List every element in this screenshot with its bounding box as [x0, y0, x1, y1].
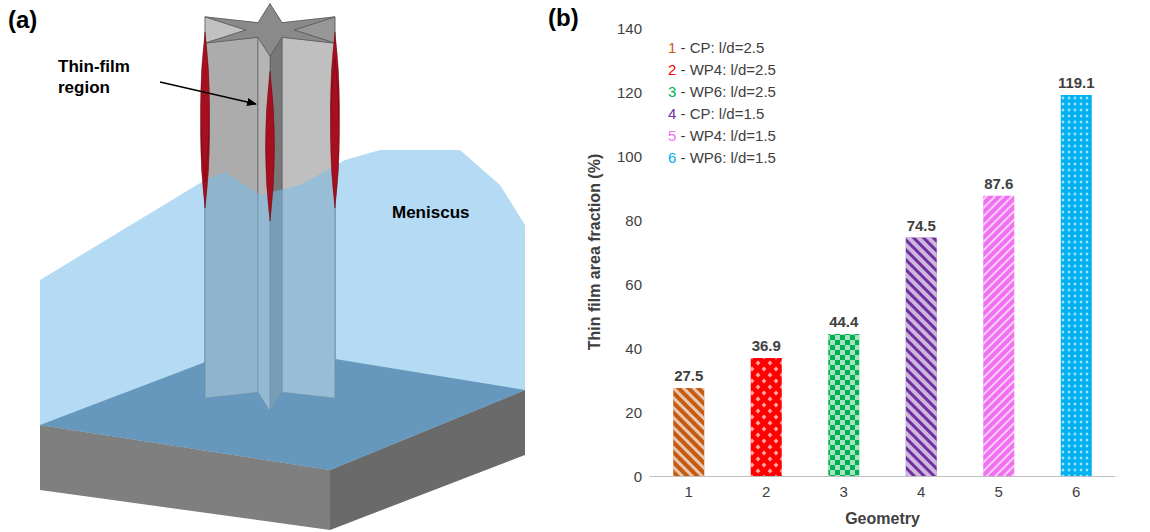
svg-text:- WP6: l/d=1.5: - WP6: l/d=1.5	[676, 149, 776, 166]
svg-text:- WP4: l/d=1.5: - WP4: l/d=1.5	[676, 127, 776, 144]
svg-text:3: 3	[668, 83, 676, 100]
svg-text:- CP: l/d=2.5: - CP: l/d=2.5	[676, 39, 764, 56]
svg-text:100: 100	[617, 148, 642, 165]
svg-text:5: 5	[995, 483, 1003, 500]
svg-text:(a): (a)	[8, 6, 37, 33]
svg-text:- WP6: l/d=2.5: - WP6: l/d=2.5	[676, 83, 776, 100]
svg-text:4: 4	[668, 105, 676, 122]
svg-text:2: 2	[668, 61, 676, 78]
svg-text:- WP4: l/d=2.5: - WP4: l/d=2.5	[676, 61, 776, 78]
svg-text:27.5: 27.5	[674, 367, 703, 384]
svg-text:36.9: 36.9	[752, 337, 781, 354]
svg-text:1: 1	[685, 483, 693, 500]
svg-text:120: 120	[617, 84, 642, 101]
svg-text:44.4: 44.4	[829, 313, 859, 330]
svg-text:60: 60	[625, 276, 642, 293]
svg-text:4: 4	[917, 483, 925, 500]
svg-text:87.6: 87.6	[984, 175, 1013, 192]
svg-text:1: 1	[668, 39, 676, 56]
svg-text:80: 80	[625, 212, 642, 229]
svg-text:119.1: 119.1	[1058, 74, 1095, 91]
svg-text:5: 5	[668, 127, 676, 144]
svg-text:20: 20	[625, 404, 642, 421]
svg-text:Thin film area fraction (%): Thin film area fraction (%)	[586, 154, 603, 350]
svg-text:Geometry: Geometry	[845, 510, 920, 527]
svg-text:40: 40	[625, 340, 642, 357]
svg-text:3: 3	[840, 483, 848, 500]
svg-text:6: 6	[668, 149, 676, 166]
svg-text:140: 140	[617, 20, 642, 37]
svg-text:Thin-filmregion: Thin-filmregion	[58, 57, 130, 97]
svg-text:6: 6	[1072, 483, 1080, 500]
svg-text:2: 2	[762, 483, 770, 500]
svg-text:74.5: 74.5	[907, 217, 936, 234]
html-text:(b): (b)	[548, 4, 579, 31]
svg-text:0: 0	[634, 468, 642, 485]
svg-text:- CP: l/d=1.5: - CP: l/d=1.5	[676, 105, 764, 122]
svg-text:Meniscus: Meniscus	[392, 203, 469, 222]
